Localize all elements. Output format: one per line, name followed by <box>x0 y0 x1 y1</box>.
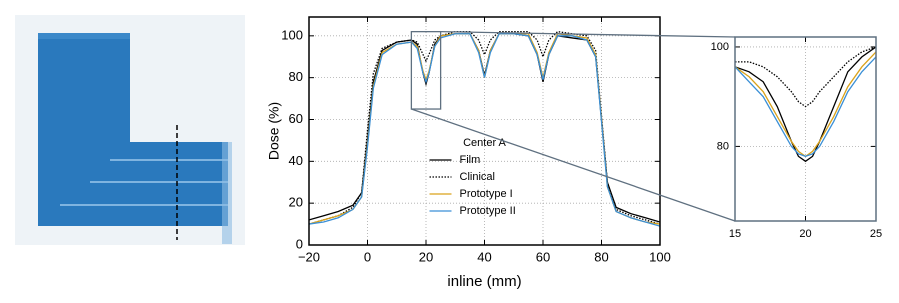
x-tick-label: 25 <box>870 228 882 240</box>
y-tick-label: 20 <box>289 195 303 210</box>
x-tick-label: 100 <box>649 249 671 264</box>
y-tick-label: 100 <box>711 41 729 53</box>
x-tick-label: 80 <box>594 249 608 264</box>
film-band <box>38 33 130 39</box>
plot-frame <box>734 36 877 222</box>
series-line <box>309 30 660 225</box>
y-tick-label: 40 <box>289 153 303 168</box>
legend-title: Center A <box>463 137 506 149</box>
series-line <box>735 46 876 163</box>
x-tick-label: −20 <box>298 249 320 264</box>
x-tick-label: 0 <box>364 249 371 264</box>
x-tick-label: 15 <box>729 228 741 240</box>
series-line <box>735 56 876 158</box>
x-tick-label: 20 <box>799 228 811 240</box>
zoom-box <box>410 30 442 110</box>
plot-frame <box>308 16 661 246</box>
legend-label: Prototype I <box>460 188 513 200</box>
x-tick-label: 40 <box>477 249 491 264</box>
series-line <box>735 46 876 108</box>
y-tick-label: 100 <box>281 27 303 42</box>
x-tick-label: 60 <box>536 249 550 264</box>
zoom-connector <box>440 30 736 38</box>
y-tick-label: 80 <box>717 140 729 152</box>
y-tick-label: 0 <box>296 236 303 251</box>
film-image <box>15 15 245 245</box>
y-tick-label: 80 <box>289 69 303 84</box>
zoom-connector <box>411 108 736 222</box>
legend-label: Film <box>460 154 481 166</box>
y-axis-label: Dose (%) <box>266 102 282 160</box>
y-tick-label: 60 <box>289 111 303 126</box>
x-tick-label: 20 <box>419 249 433 264</box>
film-edge <box>222 142 232 244</box>
legend-label: Prototype II <box>460 205 516 217</box>
film-dose-area <box>38 33 228 226</box>
x-axis-label: inline (mm) <box>447 273 521 290</box>
series-line <box>309 33 660 227</box>
legend-label: Clinical <box>460 171 495 183</box>
